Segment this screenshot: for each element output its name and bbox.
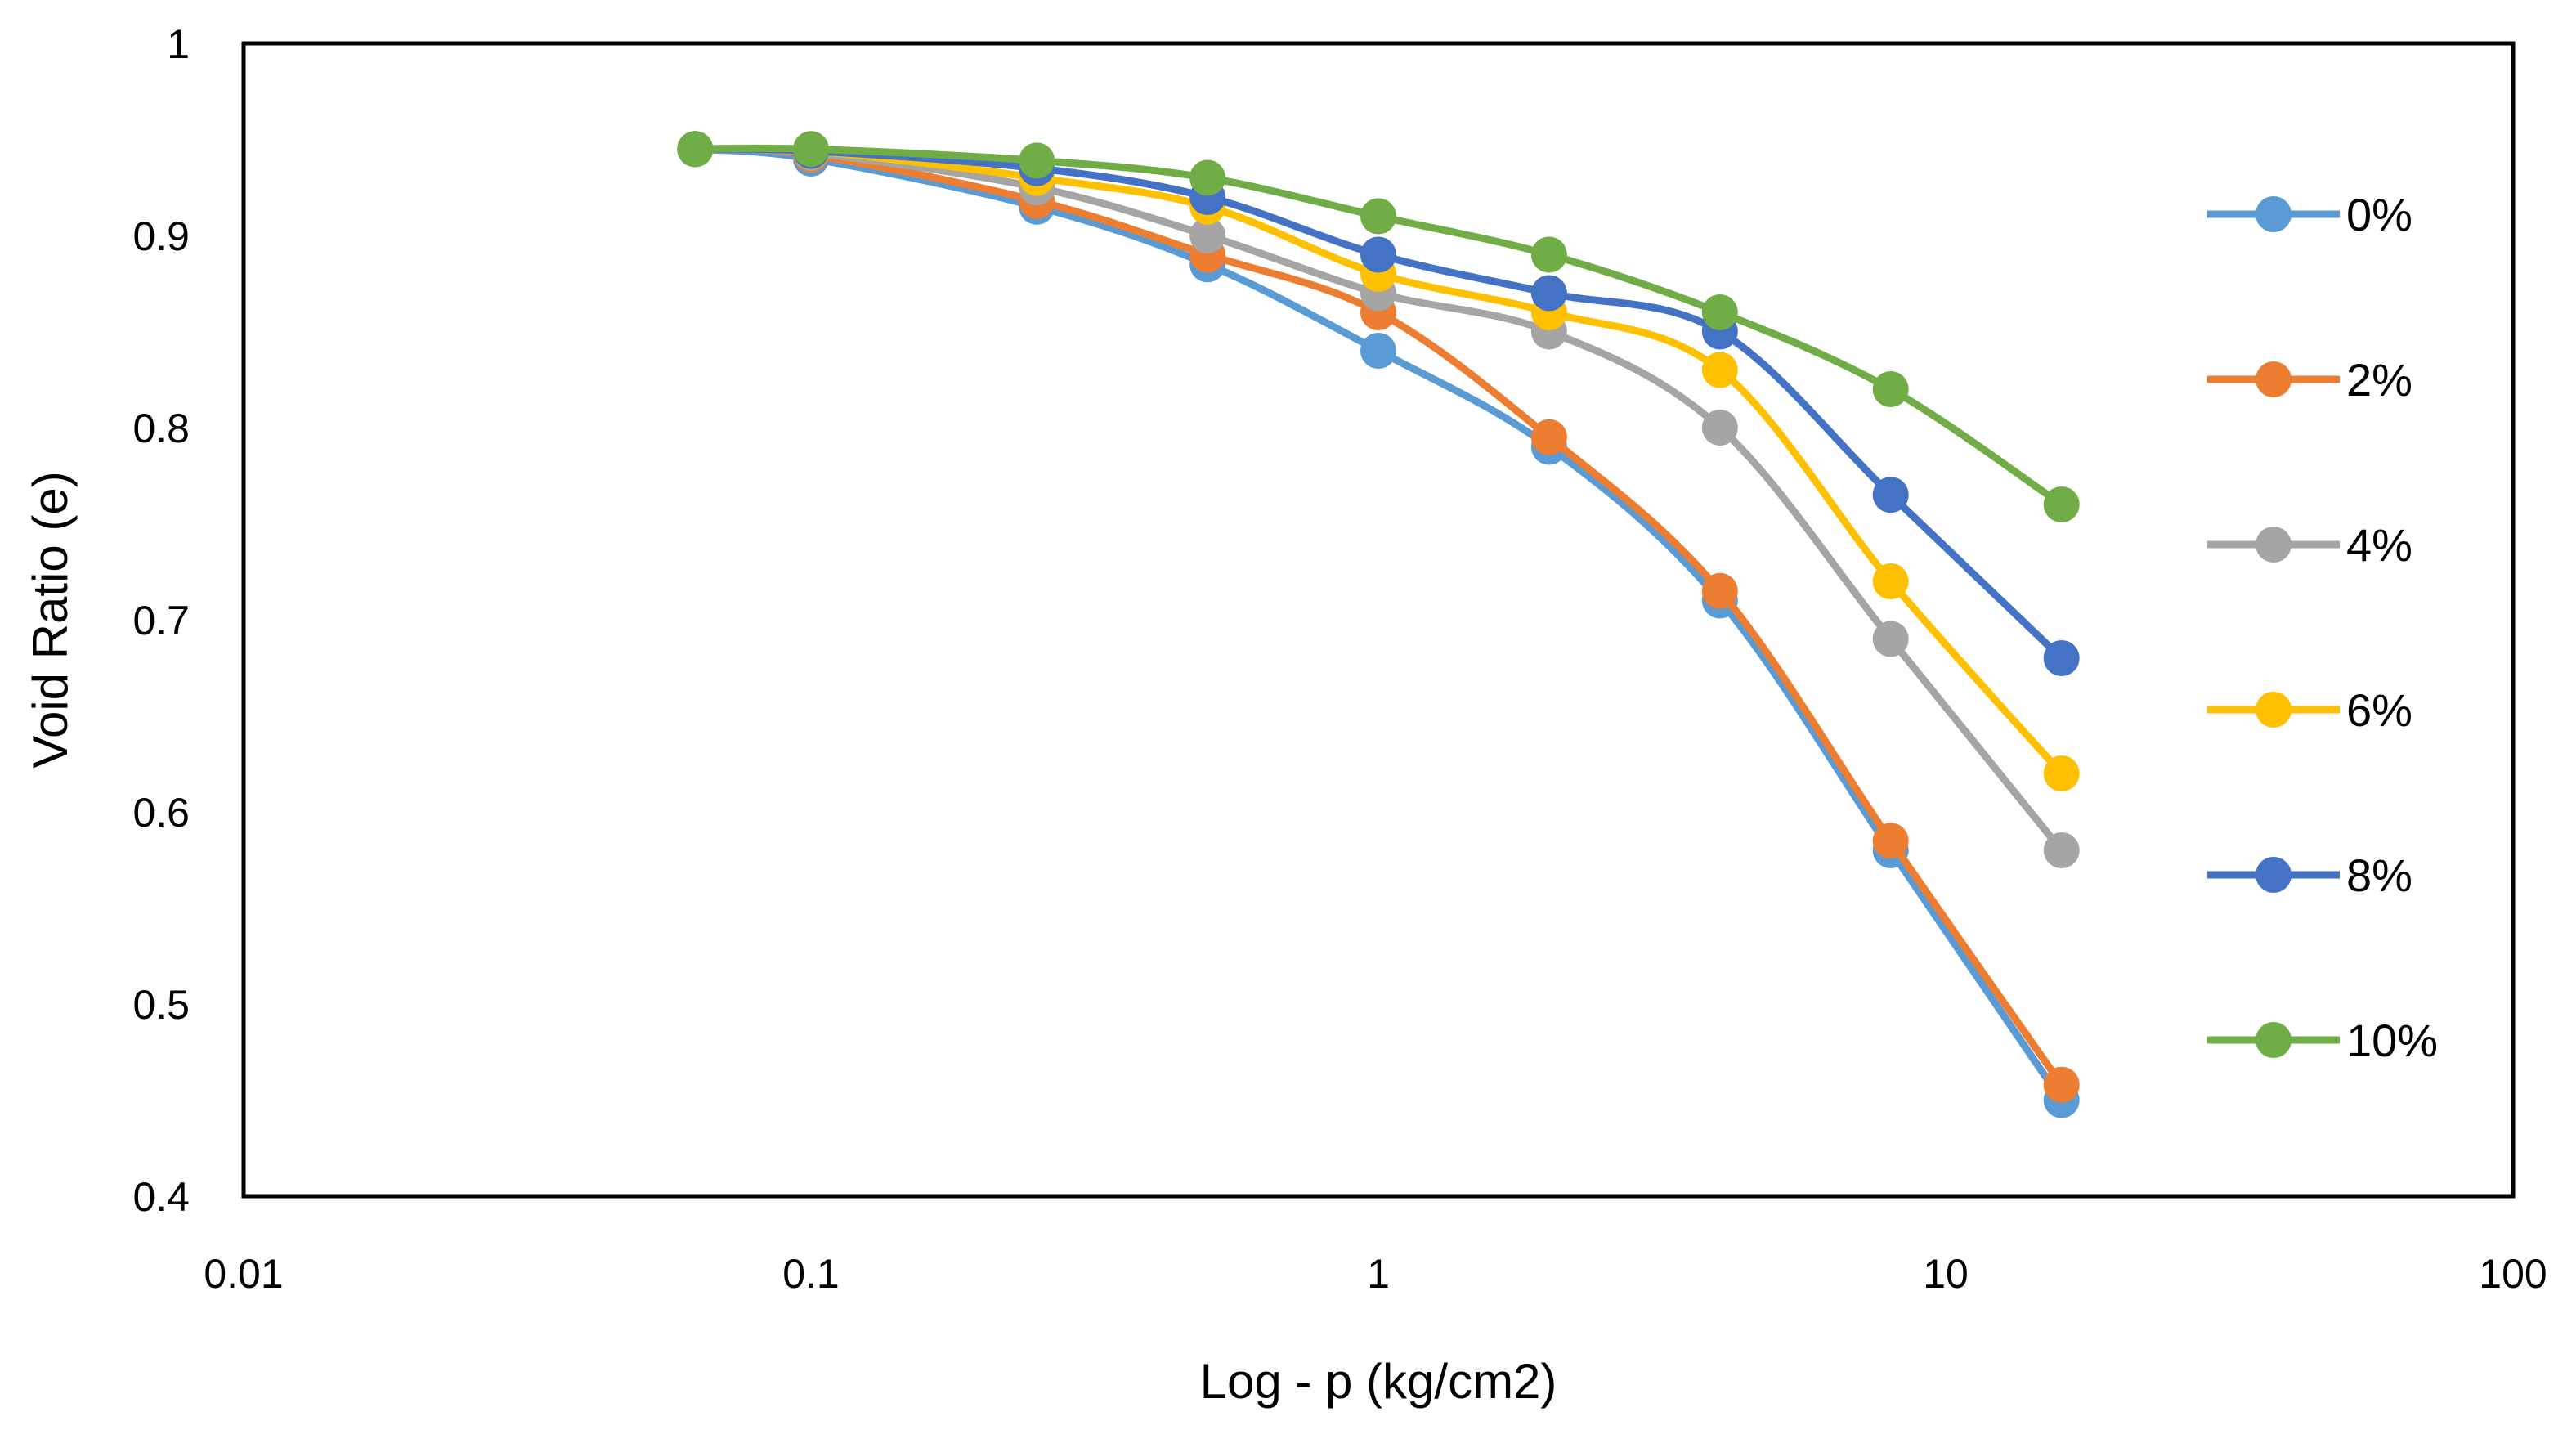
legend-swatch-marker <box>2256 692 2292 728</box>
y-tick-label: 0.6 <box>132 790 190 836</box>
data-point <box>1530 275 1567 312</box>
data-point <box>1872 823 1909 859</box>
legend-label: 0% <box>2346 189 2412 240</box>
data-point <box>1701 572 1738 609</box>
legend-item: 6% <box>2207 684 2412 736</box>
y-axis-tick-labels: 0.4 0.5 0.6 0.7 0.8 0.9 1 <box>132 21 190 1220</box>
data-point <box>1530 236 1567 273</box>
x-axis-tick-labels: 0.01 0.1 1 10 100 <box>204 1251 2547 1297</box>
legend-item: 4% <box>2207 519 2412 571</box>
legend-swatch-marker <box>2256 857 2292 893</box>
legend-item: 0% <box>2207 189 2412 240</box>
data-point <box>1360 333 1396 369</box>
legend-label: 6% <box>2346 684 2412 736</box>
x-tick-label: 1 <box>1367 1251 1390 1297</box>
data-point <box>1701 294 1738 330</box>
legend: 0% 2% 4% 6% 8% 10% <box>2207 189 2438 1066</box>
series-line <box>691 145 2066 1089</box>
data-point <box>1872 477 1909 513</box>
legend-swatch-marker <box>2256 1022 2292 1058</box>
y-tick-label: 1 <box>167 21 190 67</box>
x-tick-label: 100 <box>2479 1251 2547 1297</box>
data-point <box>1189 217 1226 253</box>
legend-label: 10% <box>2346 1015 2438 1066</box>
legend-item: 2% <box>2207 354 2412 406</box>
x-tick-label: 0.01 <box>204 1251 283 1297</box>
data-point <box>2043 832 2080 868</box>
y-tick-label: 0.8 <box>132 406 190 451</box>
legend-swatch-marker <box>2256 361 2292 397</box>
data-point <box>1872 621 1909 657</box>
data-point <box>1872 563 1909 599</box>
legend-item: 8% <box>2207 849 2412 901</box>
y-axis-title: Void Ratio (e) <box>23 471 78 769</box>
data-point <box>1701 352 1738 388</box>
data-point <box>2043 755 2080 791</box>
data-point <box>1530 419 1567 455</box>
data-point <box>793 131 829 168</box>
series-line <box>691 145 2066 854</box>
data-point <box>1019 142 1055 179</box>
series-10pct <box>677 131 2080 522</box>
data-point <box>2043 640 2080 676</box>
legend-label: 2% <box>2346 354 2412 406</box>
x-axis-title: Log - p (kg/cm2) <box>1200 1354 1557 1409</box>
series-line <box>691 144 2066 778</box>
data-point <box>1872 371 1909 407</box>
x-tick-label: 0.1 <box>782 1251 840 1297</box>
data-point <box>1701 410 1738 446</box>
legend-label: 4% <box>2346 519 2412 571</box>
legend-item: 10% <box>2207 1015 2438 1066</box>
data-point <box>1360 236 1396 273</box>
legend-swatch-marker <box>2256 196 2292 232</box>
y-tick-label: 0.4 <box>132 1174 190 1220</box>
data-point <box>2043 486 2080 522</box>
x-tick-label: 10 <box>1923 1251 1969 1297</box>
series-line <box>691 145 2066 662</box>
legend-swatch-marker <box>2256 527 2292 563</box>
y-tick-label: 0.7 <box>132 598 190 643</box>
y-tick-label: 0.5 <box>132 982 190 1028</box>
data-point <box>2043 1066 2080 1103</box>
plot-area-frame <box>241 41 2516 1199</box>
data-point <box>677 131 714 168</box>
series-layer <box>677 131 2080 1118</box>
y-tick-label: 0.9 <box>132 213 190 259</box>
series-line <box>691 145 2066 1104</box>
data-point <box>1189 159 1226 196</box>
data-point <box>1360 198 1396 235</box>
legend-label: 8% <box>2346 849 2412 901</box>
